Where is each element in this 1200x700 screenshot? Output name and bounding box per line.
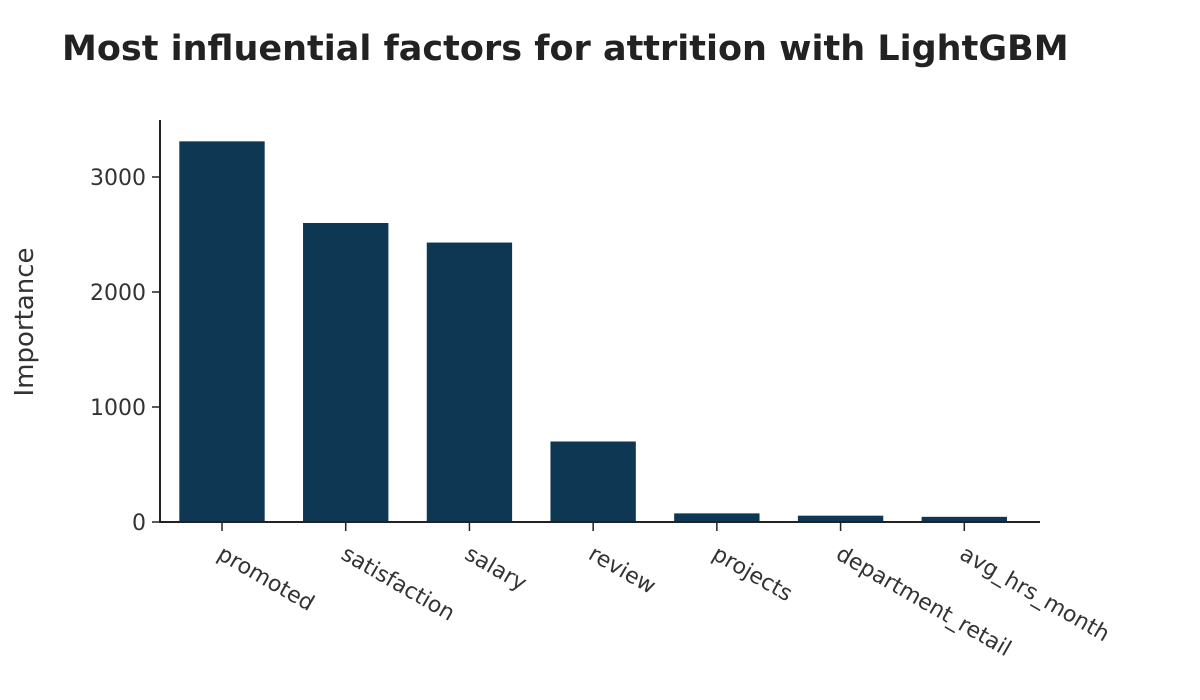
x-axis-ticks: promoted satisfaction salary review projects… [213, 522, 1114, 662]
y-axis-ticks: 0 1000 2000 3000 [90, 166, 160, 536]
y-axis-label: Importance [10, 248, 40, 397]
x-tick-label: satisfaction [337, 542, 459, 627]
bars-group [179, 141, 1007, 523]
x-tick-label: projects [708, 542, 797, 608]
bar-avg-hrs-month [921, 516, 1007, 522]
y-tick-label: 1000 [90, 396, 146, 421]
x-tick-label: promoted [213, 542, 318, 617]
x-tick-label: review [584, 542, 660, 600]
chart-title: Most influential factors for attrition w… [62, 29, 1069, 69]
y-tick-label: 3000 [90, 166, 146, 191]
bar-projects [674, 513, 760, 522]
bar-department-retail [797, 515, 884, 522]
y-tick-label: 2000 [90, 281, 146, 306]
y-tick-label: 0 [132, 511, 146, 536]
bar-promoted [179, 141, 265, 522]
x-tick-label: salary [460, 542, 530, 597]
bar-satisfaction [303, 223, 389, 522]
bar-review [550, 441, 636, 522]
bar-salary [426, 242, 513, 523]
